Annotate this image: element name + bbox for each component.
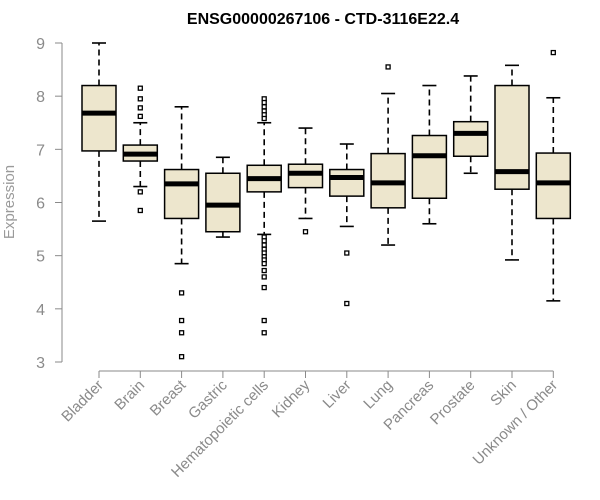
outlier-point [385, 64, 391, 70]
y-tick-label: 3 [36, 355, 45, 372]
box-iqr [329, 168, 365, 197]
outlier-point [344, 250, 350, 256]
box-group [452, 75, 489, 175]
y-axis-title: Expression [1, 165, 18, 239]
x-tick-label: Breast [147, 376, 190, 419]
x-tick-label: Lung [360, 377, 396, 413]
outlier-point [137, 207, 143, 214]
outlier-point [261, 267, 267, 274]
box-group [122, 85, 159, 214]
outlier-point [137, 105, 143, 111]
y-axis: 3 4 5 6 7 8 9 [36, 36, 63, 372]
y-tick-label: 7 [36, 142, 45, 159]
boxes-group [81, 42, 572, 360]
box-iqr [411, 134, 448, 199]
box-iqr [163, 168, 200, 220]
outlier-point [137, 189, 143, 195]
box-iqr [81, 84, 117, 152]
outlier-point [261, 242, 267, 248]
outlier-point [261, 99, 267, 106]
outlier-point [550, 49, 556, 56]
outlier-point [137, 85, 143, 91]
box-group [535, 49, 572, 302]
x-tick-label: Brain [111, 377, 148, 414]
y-tick-label: 5 [36, 249, 45, 266]
y-tick-label: 4 [36, 302, 45, 319]
outlier-point [261, 317, 267, 324]
outlier-point [178, 354, 185, 360]
outlier-point [261, 274, 267, 280]
box-iqr [287, 163, 324, 189]
box-group [246, 96, 282, 336]
box-group [494, 64, 530, 261]
outlier-point [261, 115, 267, 122]
x-tick-label: Skin [487, 377, 520, 410]
box-group [163, 106, 200, 360]
box-iqr [205, 172, 241, 233]
x-tick-label: Kidney [269, 376, 314, 421]
outlier-point [261, 260, 267, 267]
box-group [205, 156, 241, 238]
box-iqr [535, 152, 572, 220]
box-group [370, 64, 406, 246]
outlier-point [344, 300, 350, 307]
outlier-point [261, 104, 267, 110]
x-tick-label: Bladder [58, 377, 107, 426]
outlier-point [178, 290, 185, 296]
outlier-point [261, 238, 267, 244]
outlier-point [137, 113, 143, 120]
box-group [81, 42, 117, 222]
y-tick-label: 8 [36, 89, 45, 106]
x-tick-label: Prostate [427, 377, 479, 429]
outlier-point [261, 284, 267, 291]
x-tick-label: Liver [320, 377, 355, 412]
outlier-point [178, 330, 185, 336]
y-tick-label: 9 [36, 36, 45, 53]
outlier-point [302, 229, 309, 235]
box-group [287, 127, 324, 235]
box-group [411, 84, 448, 225]
outlier-point [137, 96, 143, 102]
y-tick-label: 6 [36, 196, 45, 213]
outlier-point [261, 330, 267, 336]
chart-title: ENSG00000267106 - CTD-3116E22.4 [187, 11, 459, 28]
box-iqr [452, 120, 489, 157]
box-group [329, 143, 365, 307]
outlier-point [178, 317, 185, 324]
